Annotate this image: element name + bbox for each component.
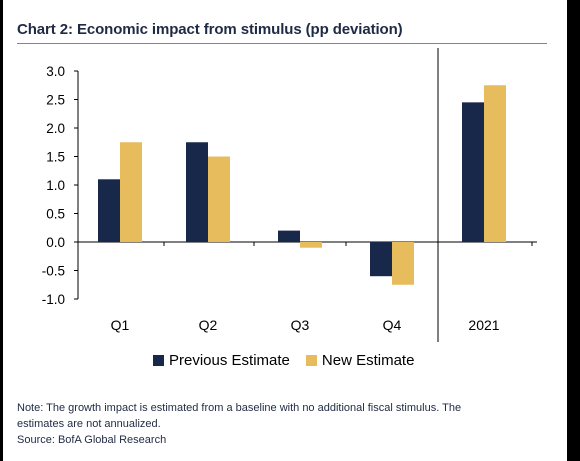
x-category-label: 2021 bbox=[468, 317, 499, 333]
legend-swatch-previous bbox=[153, 355, 164, 366]
x-category-label: Q1 bbox=[111, 317, 130, 333]
bar-chart: 3.0 2.5 2.0 1.5 1.0 0.5 0.0 -0.5 -1.0 Q1 Q2 Q3 Q4 202… bbox=[42, 48, 537, 342]
bar-new-2021 bbox=[484, 85, 506, 242]
bar-new-q4 bbox=[392, 242, 414, 285]
chart-bars bbox=[98, 85, 506, 285]
y-tick-label: 3.0 bbox=[46, 64, 65, 79]
x-category-label: Q3 bbox=[291, 317, 310, 333]
note-line-2: estimates are not annualized. bbox=[17, 418, 161, 430]
bar-previous-2021 bbox=[462, 102, 484, 242]
y-tick-label: 0.0 bbox=[46, 235, 65, 250]
bar-new-q2 bbox=[208, 156, 230, 242]
bar-previous-q3 bbox=[278, 230, 300, 242]
y-tick-label: 2.5 bbox=[46, 93, 65, 108]
bar-previous-q1 bbox=[98, 179, 120, 242]
y-tick-label: -0.5 bbox=[42, 264, 65, 279]
chart-notes: Note: The growth impact is estimated fro… bbox=[17, 400, 537, 448]
x-category-label: Q2 bbox=[199, 317, 218, 333]
chart-labels: 3.0 2.5 2.0 1.5 1.0 0.5 0.0 -0.5 -1.0 Q1 Q2 Q3 Q4 202… bbox=[42, 64, 500, 333]
chart-title: Chart 2: Economic impact from stimulus (… bbox=[17, 21, 403, 38]
chart-frame: Chart 2: Economic impact from stimulus (… bbox=[3, 0, 567, 461]
x-category-label: Q4 bbox=[383, 317, 402, 333]
y-tick-label: 2.0 bbox=[46, 121, 65, 136]
source-line: Source: BofA Global Research bbox=[17, 434, 167, 446]
legend-label-previous: Previous Estimate bbox=[169, 352, 290, 369]
legend-label-new: New Estimate bbox=[321, 352, 415, 369]
y-tick-label: 1.5 bbox=[46, 150, 65, 165]
note-line-1: Note: The growth impact is estimated fro… bbox=[17, 402, 462, 414]
y-tick-label: -1.0 bbox=[42, 292, 65, 307]
title-underline bbox=[17, 43, 547, 44]
bar-new-q3 bbox=[300, 242, 322, 248]
legend-item-previous: Previous Estimate bbox=[153, 352, 290, 369]
y-tick-label: 1.0 bbox=[46, 178, 65, 193]
bar-previous-q4 bbox=[370, 242, 392, 277]
y-tick-label: 0.5 bbox=[46, 207, 65, 222]
bar-new-q1 bbox=[120, 142, 142, 242]
legend-item-new: New Estimate bbox=[305, 352, 415, 369]
legend-swatch-new bbox=[305, 355, 317, 366]
bar-previous-q2 bbox=[186, 142, 208, 242]
chart-legend: Previous Estimate New Estimate bbox=[153, 352, 414, 369]
